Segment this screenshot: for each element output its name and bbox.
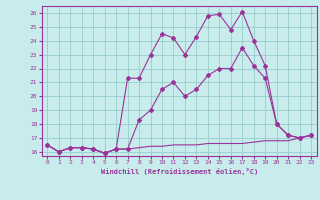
X-axis label: Windchill (Refroidissement éolien,°C): Windchill (Refroidissement éolien,°C) bbox=[100, 168, 258, 175]
